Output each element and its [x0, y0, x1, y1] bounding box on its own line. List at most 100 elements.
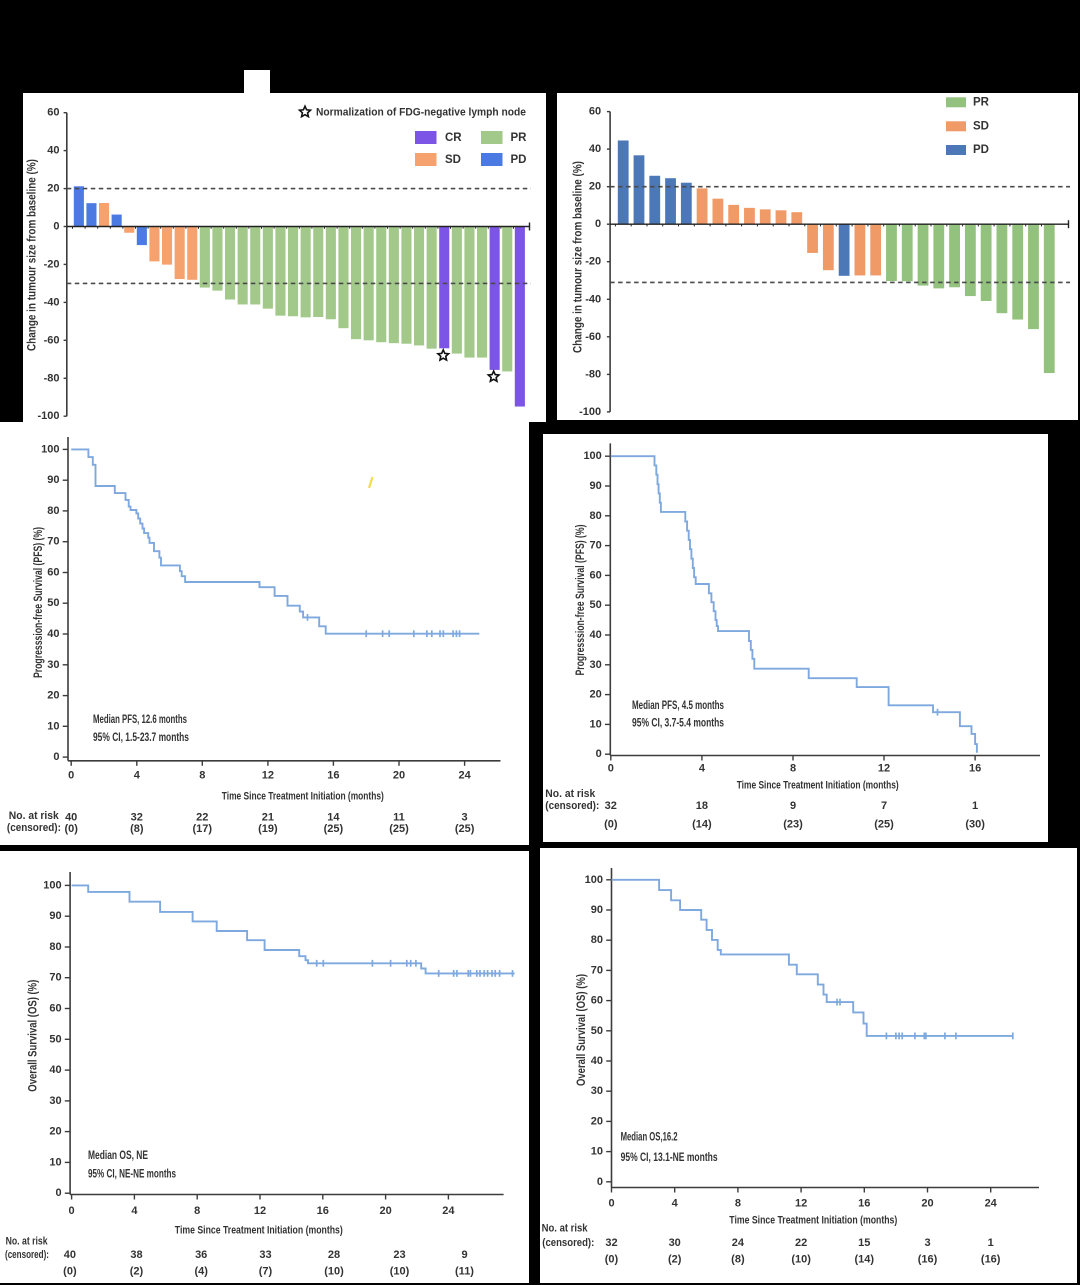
- svg-text:0: 0: [69, 1205, 75, 1217]
- svg-text:-60: -60: [585, 331, 601, 343]
- svg-text:20: 20: [379, 1205, 391, 1217]
- svg-text:90: 90: [590, 480, 602, 492]
- svg-text:30: 30: [49, 1095, 61, 1107]
- svg-text:(10): (10): [390, 1265, 410, 1277]
- svg-text:4: 4: [672, 1198, 679, 1210]
- svg-text:(0): (0): [605, 1254, 619, 1266]
- svg-text:Time Since Treatment Initiatio: Time Since Treatment Initiation (months): [729, 1215, 897, 1227]
- svg-text:0: 0: [597, 1176, 603, 1188]
- svg-text:16: 16: [317, 1205, 329, 1217]
- svg-text:16: 16: [327, 770, 339, 782]
- svg-text:No. at risk: No. at risk: [6, 1236, 49, 1248]
- svg-text:20: 20: [590, 689, 602, 701]
- svg-text:(25): (25): [455, 823, 475, 835]
- svg-text:60: 60: [49, 1003, 61, 1015]
- svg-text:No. at risk: No. at risk: [9, 810, 60, 822]
- svg-text:(25): (25): [874, 819, 894, 831]
- svg-text:-100: -100: [37, 410, 59, 422]
- svg-text:-80: -80: [585, 368, 601, 380]
- svg-text:4: 4: [134, 770, 141, 782]
- svg-text:8: 8: [199, 770, 205, 782]
- svg-text:(10): (10): [791, 1254, 811, 1266]
- svg-text:(14): (14): [855, 1254, 875, 1266]
- svg-text:20: 20: [591, 1115, 603, 1127]
- svg-text:(7): (7): [259, 1265, 273, 1277]
- svg-text:50: 50: [49, 1033, 61, 1045]
- svg-text:30: 30: [590, 659, 602, 671]
- svg-text:8: 8: [735, 1198, 741, 1210]
- svg-text:80: 80: [590, 510, 602, 522]
- svg-text:60: 60: [589, 106, 601, 118]
- svg-text:(2): (2): [130, 1265, 144, 1277]
- svg-text:CR: CR: [445, 132, 462, 144]
- svg-text:Overall Survival (OS) (%): Overall Survival (OS) (%): [576, 974, 588, 1086]
- svg-text:23: 23: [393, 1249, 405, 1261]
- svg-text:12: 12: [878, 763, 890, 775]
- svg-text:(25): (25): [389, 823, 409, 835]
- svg-text:(17): (17): [193, 823, 213, 835]
- svg-text:22: 22: [795, 1237, 807, 1249]
- svg-text:3: 3: [924, 1237, 930, 1249]
- svg-text:11: 11: [393, 812, 405, 824]
- svg-text:50: 50: [591, 1025, 603, 1037]
- svg-text:No. at risk: No. at risk: [542, 1223, 589, 1235]
- svg-text:30: 30: [47, 659, 59, 671]
- svg-text:32: 32: [605, 1237, 617, 1249]
- svg-text:4: 4: [131, 1205, 138, 1217]
- svg-text:(8): (8): [731, 1254, 745, 1266]
- svg-text:18: 18: [696, 800, 708, 812]
- svg-text:(16): (16): [981, 1254, 1001, 1266]
- svg-text:15: 15: [858, 1237, 870, 1249]
- svg-text:4: 4: [699, 763, 706, 775]
- svg-text:0: 0: [68, 770, 74, 782]
- svg-text:100: 100: [585, 874, 603, 886]
- svg-text:9: 9: [461, 1249, 467, 1261]
- svg-text:20: 20: [589, 181, 601, 193]
- svg-text:-40: -40: [44, 296, 60, 308]
- svg-text:38: 38: [130, 1249, 142, 1261]
- svg-text:80: 80: [591, 934, 603, 946]
- svg-text:0: 0: [595, 218, 601, 230]
- svg-text:0: 0: [608, 1198, 614, 1210]
- svg-text:Change in tumour size from bas: Change in tumour size from baseline (%): [27, 159, 39, 351]
- svg-text:10: 10: [47, 720, 59, 732]
- svg-text:100: 100: [583, 450, 601, 462]
- svg-text:24: 24: [442, 1205, 455, 1217]
- svg-text:40: 40: [589, 143, 601, 155]
- svg-text:50: 50: [590, 599, 602, 611]
- svg-text:20: 20: [921, 1198, 933, 1210]
- svg-text:36: 36: [195, 1249, 207, 1261]
- svg-text:21: 21: [262, 812, 274, 824]
- svg-text:20: 20: [393, 770, 405, 782]
- svg-text:9: 9: [790, 800, 796, 812]
- svg-text:20: 20: [47, 183, 59, 195]
- svg-text:10: 10: [590, 718, 602, 730]
- svg-text:(0): (0): [64, 823, 78, 835]
- svg-text:(11): (11): [455, 1265, 474, 1277]
- svg-text:(censored):: (censored):: [545, 800, 599, 812]
- svg-text:PR: PR: [511, 132, 528, 144]
- svg-text:Median OS,16.2: Median OS,16.2: [621, 1132, 678, 1144]
- svg-text:70: 70: [49, 972, 61, 984]
- svg-text:30: 30: [669, 1237, 681, 1249]
- svg-text:12: 12: [254, 1205, 266, 1217]
- svg-text:24: 24: [732, 1237, 745, 1249]
- svg-text:(10): (10): [324, 1265, 344, 1277]
- svg-text:(censored):: (censored):: [542, 1237, 594, 1249]
- svg-text:90: 90: [47, 474, 59, 486]
- svg-text:10: 10: [49, 1156, 61, 1168]
- svg-text:(0): (0): [604, 819, 618, 831]
- svg-text:1: 1: [988, 1237, 994, 1249]
- svg-text:20: 20: [47, 690, 59, 702]
- svg-text:95% CI, 1.5-23.7 months: 95% CI, 1.5-23.7 months: [93, 732, 189, 744]
- svg-text:8: 8: [194, 1205, 200, 1217]
- svg-text:24: 24: [985, 1198, 998, 1210]
- svg-text:70: 70: [591, 964, 603, 976]
- svg-text:100: 100: [43, 879, 61, 891]
- svg-text:(23): (23): [783, 819, 803, 831]
- svg-text:90: 90: [49, 910, 61, 922]
- svg-text:(8): (8): [130, 823, 144, 835]
- svg-text:-40: -40: [585, 293, 601, 305]
- svg-text:PD: PD: [511, 154, 527, 166]
- svg-text:0: 0: [53, 751, 59, 763]
